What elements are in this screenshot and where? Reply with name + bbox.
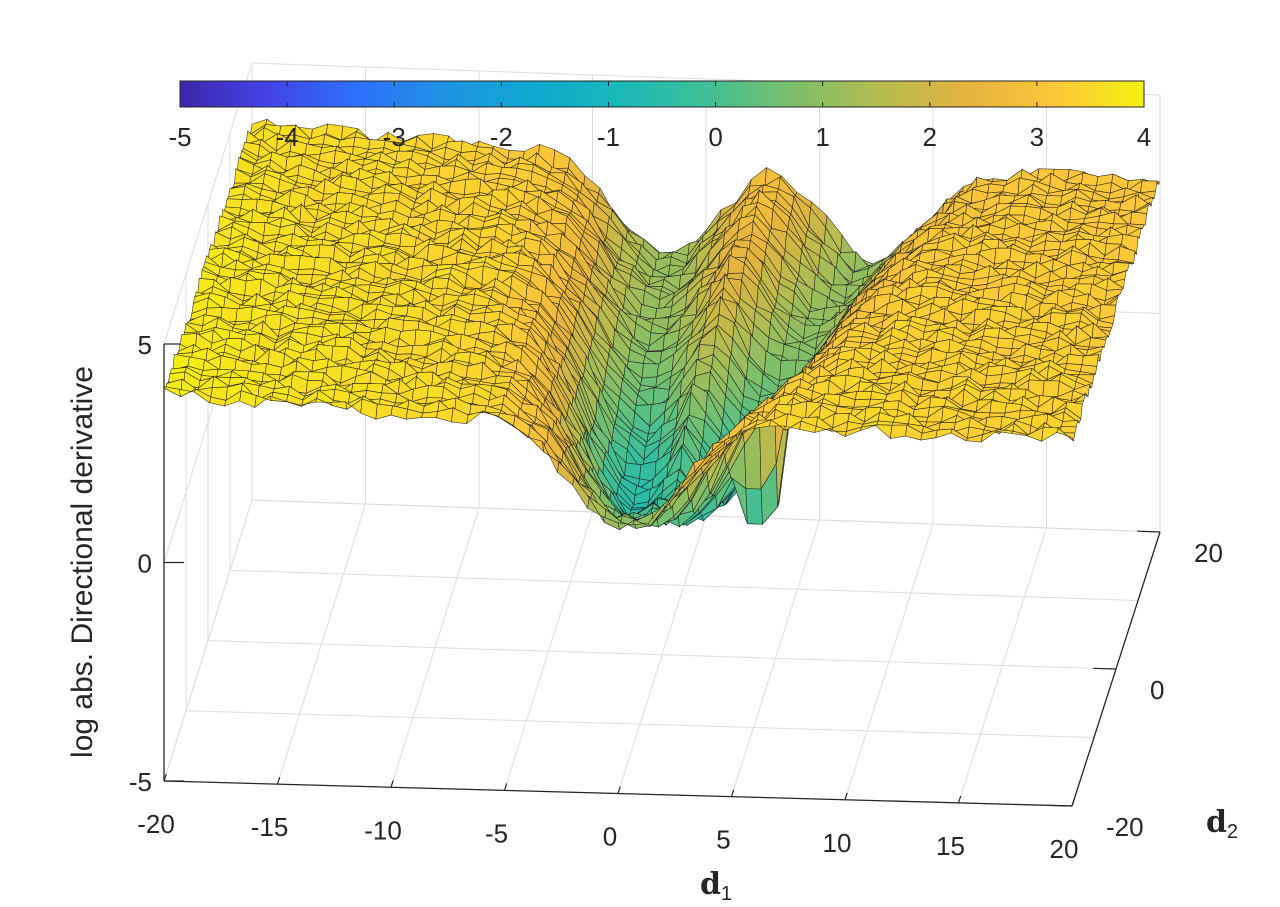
colorbar-tick-label: 3	[1030, 122, 1044, 152]
colorbar-tick-label: -1	[597, 122, 620, 152]
y-tick-label: 20	[1194, 538, 1223, 568]
surface-patch	[853, 398, 871, 408]
colorbar-tick-label: -3	[383, 122, 406, 152]
surface-patch	[935, 428, 953, 439]
y-tick-label: -20	[1106, 812, 1144, 842]
surface-patch	[391, 305, 409, 317]
x-axis-label-sub: 1	[721, 883, 732, 905]
y-axis-label-main: d	[1206, 805, 1227, 840]
z-tick-labels: -5 0 5	[129, 330, 152, 797]
surface-patch	[463, 178, 482, 196]
surface-patch	[986, 364, 1004, 377]
colorbar-tick-label: 0	[708, 122, 722, 152]
colorbar-tick-label: -4	[276, 122, 299, 152]
x-tick-label: -10	[364, 815, 402, 845]
surface-patch	[1081, 172, 1099, 186]
surface-patch	[431, 277, 450, 290]
surface-patch	[1008, 205, 1027, 216]
x-tick-label: -20	[137, 809, 175, 839]
surface-patch	[1042, 380, 1060, 398]
surface-patch	[327, 313, 346, 321]
surface-patch	[989, 400, 1007, 414]
x-tick-label: 15	[936, 831, 965, 861]
surface-patch	[426, 385, 445, 399]
surface-patch	[229, 277, 247, 296]
surface-patch	[375, 403, 393, 420]
x-tick-label: -15	[251, 812, 289, 842]
surface-patch	[1041, 426, 1059, 442]
x-tick-label: 5	[716, 825, 730, 855]
surface-patch	[235, 306, 253, 322]
x-tick-label: 10	[823, 828, 852, 858]
axes	[163, 343, 1161, 807]
x-tick-label: -5	[485, 818, 508, 848]
surface-patch	[890, 424, 908, 439]
z-axis-label: log abs. Directional derivative	[66, 366, 99, 758]
x-tick-labels: -20 -15 -10 -5 0 5 10 15 20	[137, 809, 1078, 864]
z-tick-label: -5	[129, 767, 152, 797]
y-axis-label: d2	[1206, 805, 1238, 843]
colorbar-bar	[179, 80, 1145, 108]
z-tick-label: 0	[138, 549, 152, 579]
surface-patch	[330, 401, 348, 410]
x-axis-label: d1	[700, 867, 732, 905]
surface-mesh	[163, 118, 1161, 531]
surface-patch	[307, 371, 325, 382]
surface-patch	[996, 337, 1014, 349]
surface-patch	[745, 488, 763, 525]
y-tick-labels: -20 0 20	[1106, 538, 1223, 842]
x-tick-label: 20	[1050, 834, 1079, 864]
surface-patch	[1060, 420, 1079, 428]
surface-patch	[298, 255, 316, 270]
y-tick-label: 0	[1150, 675, 1164, 705]
surface-patch	[225, 198, 243, 209]
surface-patch	[882, 400, 900, 411]
surface-patch	[255, 198, 273, 215]
surface-patch	[641, 363, 659, 379]
colorbar-tick-label: 4	[1137, 122, 1151, 152]
colorbar-tick-label: 1	[815, 122, 829, 152]
z-tick-label: 5	[138, 330, 152, 360]
x-tick-label: 0	[603, 822, 617, 852]
surface-patch	[396, 345, 414, 355]
surface-patch	[283, 255, 301, 271]
colorbar-tick-label: -2	[490, 122, 513, 152]
surface-patch	[854, 390, 873, 401]
colorbar-tick-label: -5	[168, 122, 191, 152]
surface-patch	[730, 246, 748, 258]
surface-patch	[749, 166, 767, 187]
x-axis-label-main: d	[700, 867, 721, 902]
y-axis-label-sub: 2	[1227, 821, 1238, 843]
surface-patch	[874, 424, 893, 440]
colorbar-tick-label: 2	[923, 122, 937, 152]
surface-patch	[552, 149, 571, 170]
surface-patch	[1066, 353, 1084, 366]
surface-patch	[1081, 354, 1099, 367]
surface-patch	[296, 268, 315, 275]
surface-patch	[307, 323, 326, 328]
